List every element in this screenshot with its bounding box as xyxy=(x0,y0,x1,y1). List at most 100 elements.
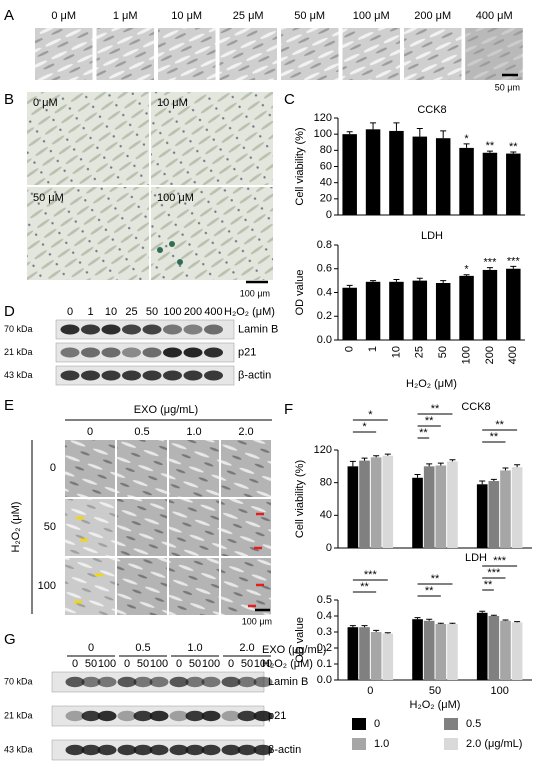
bar xyxy=(488,616,500,680)
bar xyxy=(447,461,458,548)
panel-label: E xyxy=(4,397,14,414)
y-tick-label: 120 xyxy=(314,112,332,124)
bar xyxy=(389,281,404,340)
label: 50 xyxy=(146,306,158,318)
y-tick-label: 120 xyxy=(314,444,332,456)
error-bar xyxy=(373,455,380,458)
band xyxy=(169,676,189,688)
x-tick-label: 0 xyxy=(367,685,373,697)
micrograph xyxy=(27,92,149,185)
label: Lamin B xyxy=(238,323,278,335)
bar xyxy=(382,455,394,548)
band xyxy=(101,347,121,358)
bar xyxy=(365,281,381,340)
label: 400 μM xyxy=(476,10,513,22)
label: 0 xyxy=(88,642,94,654)
y-tick-label: 80 xyxy=(320,477,332,489)
band xyxy=(101,324,121,335)
error-bar xyxy=(349,460,356,467)
significance: ** xyxy=(486,140,495,152)
band xyxy=(163,347,182,358)
band xyxy=(183,347,203,358)
y-tick-label: 0.3 xyxy=(317,626,332,638)
bar xyxy=(347,466,359,548)
y-tick-label: 40 xyxy=(320,509,332,521)
error-bar xyxy=(426,618,433,621)
label: β-actin xyxy=(238,369,271,381)
label: 43 kDa xyxy=(4,744,33,754)
label: 43 kDa xyxy=(4,370,33,380)
y-axis-label: Cell viability (%) xyxy=(294,460,306,538)
band xyxy=(97,676,117,688)
band xyxy=(133,676,153,688)
bar xyxy=(482,269,498,340)
error-bar xyxy=(384,632,391,634)
band xyxy=(81,710,101,722)
micrograph xyxy=(169,440,219,497)
y-tick-label: 0.6 xyxy=(317,263,332,275)
y-axis-label: OD value xyxy=(294,617,306,663)
error-bar xyxy=(510,265,517,269)
y-tick-label: 80 xyxy=(320,144,332,156)
significance: *** xyxy=(507,255,521,267)
bar xyxy=(506,268,521,340)
y-tick-label: 0.2 xyxy=(317,310,332,322)
micrograph xyxy=(27,187,149,280)
band xyxy=(97,710,117,722)
bar xyxy=(435,624,447,680)
error-bar xyxy=(370,280,377,282)
micrographs xyxy=(27,28,523,615)
band xyxy=(237,676,257,688)
band xyxy=(183,324,203,335)
significance: * xyxy=(368,409,373,421)
x-tick-label: 25 xyxy=(414,346,426,358)
significance: ** xyxy=(495,419,504,431)
band xyxy=(117,744,137,756)
panel-label: A xyxy=(4,7,14,24)
label: 400 xyxy=(204,306,222,318)
error-bar xyxy=(346,284,353,288)
stain xyxy=(169,241,175,247)
label: 100 μM xyxy=(157,192,194,204)
band xyxy=(253,710,273,722)
bar xyxy=(500,470,511,548)
label: EXO (μg/mL) xyxy=(262,644,326,656)
label: 100 xyxy=(38,580,56,592)
band xyxy=(221,710,241,722)
error-bar xyxy=(426,463,433,467)
significance: ** xyxy=(431,573,440,585)
label: 50 xyxy=(85,658,97,670)
chart-title: LDH xyxy=(421,230,443,242)
y-tick-label: 0.5 xyxy=(317,594,332,606)
label: 0 xyxy=(228,658,234,670)
bar xyxy=(476,612,488,680)
error-bar xyxy=(393,278,400,282)
y-tick-label: 100 xyxy=(314,128,332,140)
error-bar xyxy=(449,622,456,624)
label: 0 xyxy=(87,426,93,438)
error-bar xyxy=(416,277,423,281)
band xyxy=(81,370,100,381)
significance: * xyxy=(464,264,469,276)
micrograph xyxy=(169,499,219,556)
x-tick-label: 100 xyxy=(490,685,508,697)
chart-title: CCK8 xyxy=(417,104,446,116)
bar xyxy=(447,624,458,680)
band xyxy=(149,744,169,756)
band xyxy=(81,676,101,688)
error-bar xyxy=(486,267,493,270)
y-axis-label: Cell viability (%) xyxy=(294,127,306,205)
band xyxy=(65,710,85,722)
significance: ** xyxy=(509,141,518,153)
panel-label: B xyxy=(4,91,14,108)
label: 70 kDa xyxy=(4,676,33,686)
label: 50 xyxy=(137,658,149,670)
band xyxy=(65,744,85,756)
significance: *** xyxy=(487,567,501,579)
legend-swatch xyxy=(444,718,458,730)
band xyxy=(253,676,273,688)
band xyxy=(163,324,182,335)
label: 100 xyxy=(98,658,116,670)
error-bar xyxy=(479,480,486,485)
error-bar xyxy=(361,625,368,628)
